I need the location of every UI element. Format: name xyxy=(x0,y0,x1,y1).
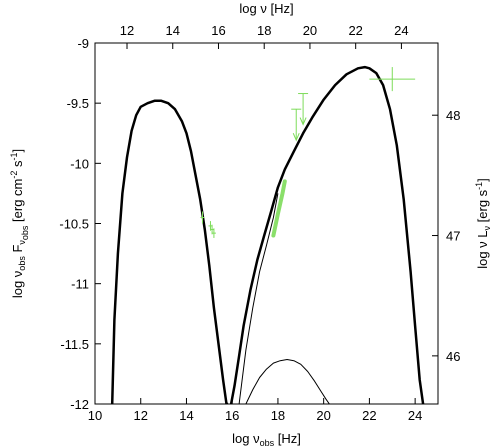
y-left-tick-label: -10.5 xyxy=(59,217,89,232)
x-top-tick-label: 16 xyxy=(211,23,225,38)
model-curve-1 xyxy=(229,65,425,404)
x-top-axis-label: log ν [Hz] xyxy=(239,1,293,16)
x-top-tick-label: 12 xyxy=(120,23,134,38)
model-curve-2 xyxy=(238,193,279,404)
y-right-tick-label: 48 xyxy=(446,108,460,123)
x-bottom-tick-label: 10 xyxy=(88,408,102,423)
model-curve-0 xyxy=(110,99,229,404)
upper-limit-arrow xyxy=(292,132,300,142)
y-right-tick-label: 47 xyxy=(446,229,460,244)
x-top-tick-label: 14 xyxy=(166,23,180,38)
x-bottom-tick-label: 20 xyxy=(316,408,330,423)
y-left-tick-label: -12 xyxy=(70,397,89,412)
x-bottom-axis-label: log νobs [Hz] xyxy=(232,431,301,448)
x-top-tick-label: 20 xyxy=(303,23,317,38)
model-curves xyxy=(110,65,425,404)
x-bottom-tick-label: 12 xyxy=(133,408,147,423)
y-left-tick-label: -10 xyxy=(70,156,89,171)
x-top-tick-label: 24 xyxy=(394,23,408,38)
y-left-tick-label: -9.5 xyxy=(67,96,89,111)
data-band xyxy=(271,179,287,238)
y-left-tick-label: -11 xyxy=(71,277,89,292)
upper-limit-arrow xyxy=(299,117,307,126)
x-bottom-tick-label: 14 xyxy=(179,408,193,423)
x-bottom-tick-label: 24 xyxy=(408,408,422,423)
x-bottom-tick-label: 22 xyxy=(362,408,376,423)
y-right-tick-label: 46 xyxy=(446,349,460,364)
x-bottom-tick-label: 16 xyxy=(225,408,239,423)
y-left-axis-label: log νobs Fνobs [erg cm-2 s-1] xyxy=(9,149,30,298)
x-top-tick-label: 18 xyxy=(257,23,271,38)
y-left-tick-label: -9 xyxy=(77,36,89,51)
chart-root: 10 12 14 16 18 20 22 24 12 14 16 18 20 22 24 -9 -9.5 -10 -… xyxy=(9,1,492,448)
y-left-tick-label: -11.5 xyxy=(60,337,89,352)
model-curve-3 xyxy=(245,359,330,404)
x-top-tick-label: 22 xyxy=(348,23,362,38)
y-right-axis-label: log ν Lν [erg s-1] xyxy=(474,178,492,269)
x-bottom-tick-label: 18 xyxy=(271,408,285,423)
